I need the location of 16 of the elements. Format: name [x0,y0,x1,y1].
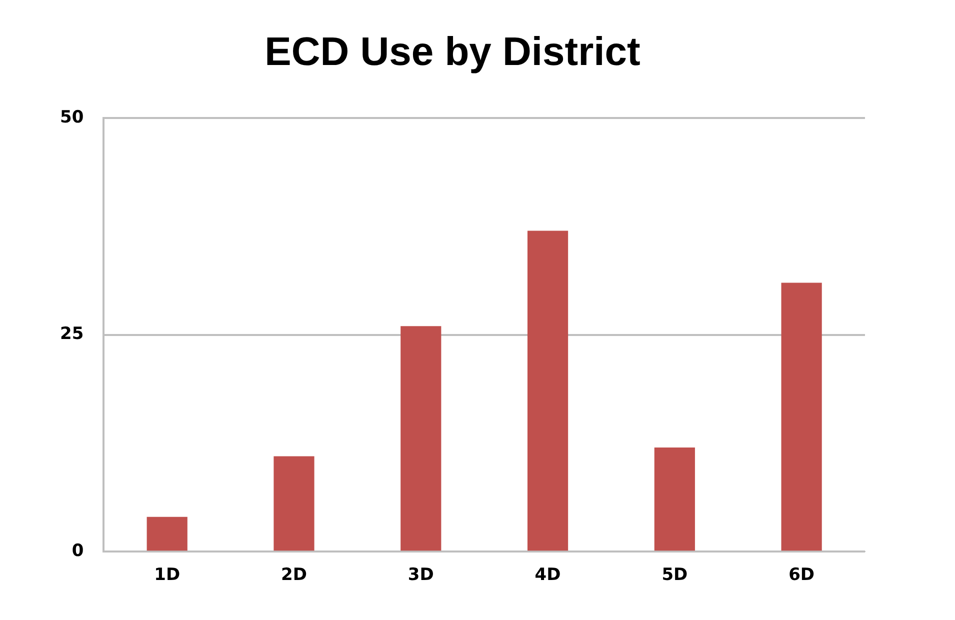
y-tick-label: 0 [72,541,84,562]
bar [400,326,442,551]
x-tick-label: 3D [408,565,434,586]
bar [527,230,568,551]
x-tick-label: 2D [281,565,307,586]
y-tick-label: 25 [60,324,84,344]
y-tick-label: 50 [60,107,84,128]
bar [274,456,314,551]
chart-title: ECD Use by District [264,30,640,74]
bar [781,282,822,551]
x-tick-label: 5D [662,565,688,586]
bar [146,516,188,551]
bar [654,448,695,551]
x-tick-label: 1D [154,565,180,586]
x-tick-label: 6D [788,565,815,586]
x-tick-label: 4D [534,565,561,586]
